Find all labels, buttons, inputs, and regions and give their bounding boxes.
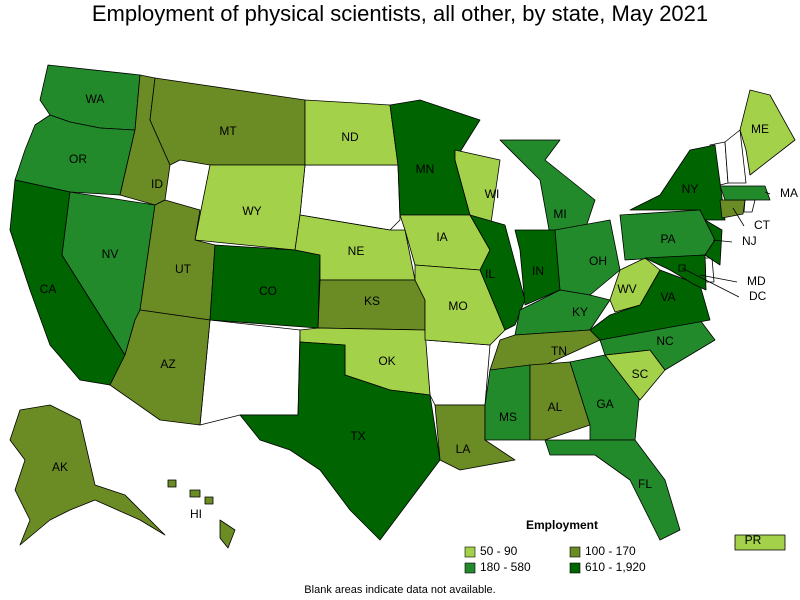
state-shape — [644, 254, 707, 291]
state-shape — [167, 479, 177, 488]
state-shape — [719, 185, 771, 201]
state-label: NV — [102, 247, 119, 261]
state-label: NE — [348, 244, 365, 258]
state-shape — [469, 214, 526, 331]
state-label: SC — [632, 367, 649, 381]
state-label: PR — [745, 533, 762, 547]
state-shape — [204, 496, 214, 505]
state-label: NC — [656, 334, 674, 348]
state-label: IN — [532, 264, 544, 278]
legend-swatch — [464, 562, 476, 574]
state-label: CT — [754, 218, 771, 232]
state-shape — [199, 319, 301, 426]
legend-swatch — [569, 546, 581, 558]
leader-line — [732, 207, 745, 227]
leader-line — [712, 239, 733, 243]
state-label: AK — [52, 460, 68, 474]
state-label: KY — [572, 305, 588, 319]
legend-label: 50 - 90 — [480, 544, 518, 558]
state-label: CO — [259, 284, 277, 298]
state-shape — [529, 361, 591, 441]
state-label: ND — [341, 130, 359, 144]
state-label: FL — [638, 477, 652, 491]
state-shape — [424, 339, 491, 406]
state-label: OR — [69, 152, 87, 166]
state-shape — [734, 534, 786, 551]
state-shape — [629, 144, 726, 221]
state-label: WA — [86, 92, 105, 106]
state-shape — [704, 219, 723, 266]
state-label: VA — [660, 290, 675, 304]
state-shape — [743, 199, 756, 213]
state-shape — [149, 77, 306, 166]
map-title: Employment of physical scientists, all o… — [92, 1, 708, 26]
state-label: MI — [553, 207, 566, 221]
state-shape — [589, 269, 711, 341]
leader-line — [764, 191, 771, 195]
state-label: TN — [551, 344, 567, 358]
leader-line — [681, 267, 740, 298]
state-label: AL — [548, 400, 563, 414]
state-label: MD — [747, 274, 766, 288]
state-shape — [544, 439, 681, 541]
state-label: MA — [780, 186, 798, 200]
state-label: WV — [617, 282, 636, 296]
state-label: MO — [448, 299, 467, 313]
state-label: IL — [485, 267, 495, 281]
state-label: WI — [485, 187, 500, 201]
legend-swatch — [569, 562, 581, 574]
state-shape — [9, 404, 166, 546]
state-shape — [554, 219, 621, 296]
state-shape — [239, 341, 441, 541]
state-label: CA — [40, 282, 57, 296]
state-shape — [484, 364, 531, 441]
state-label: LA — [456, 442, 471, 456]
state-shape — [514, 229, 561, 306]
state-label: DC — [749, 289, 767, 303]
state-label: KS — [364, 294, 380, 308]
state-label: MS — [499, 410, 517, 424]
state-shape — [724, 129, 747, 184]
state-shape — [739, 89, 796, 176]
state-shape — [704, 257, 715, 283]
state-label: UT — [175, 262, 192, 276]
state-label: PA — [660, 232, 675, 246]
state-label: OK — [378, 354, 395, 368]
leader-line — [699, 274, 738, 283]
state-shape — [499, 139, 596, 236]
state-shape — [189, 489, 201, 498]
legend-label: 180 - 580 — [480, 560, 531, 574]
state-shape — [109, 309, 211, 426]
state-label: WY — [242, 204, 261, 218]
state-label: OH — [589, 254, 607, 268]
legend-title: Employment — [526, 518, 598, 532]
state-label: MT — [219, 124, 237, 138]
state-label: ID — [151, 177, 163, 191]
legend-label: 610 - 1,920 — [585, 560, 646, 574]
footnote: Blank areas indicate data not available. — [304, 584, 495, 596]
state-shape — [209, 244, 321, 329]
legend-swatch — [464, 546, 476, 558]
state-label: HI — [190, 507, 202, 521]
state-label: TX — [350, 429, 365, 443]
state-label: MN — [416, 162, 435, 176]
state-label: AZ — [160, 357, 175, 371]
state-label: GA — [596, 397, 613, 411]
state-shape — [609, 257, 661, 313]
legend-label: 100 - 170 — [585, 544, 636, 558]
state-label: IA — [436, 230, 447, 244]
state-shape — [219, 519, 236, 549]
state-shape — [719, 199, 746, 219]
state-label: NY — [682, 182, 699, 196]
state-label: ME — [751, 122, 769, 136]
state-label: NJ — [742, 234, 757, 248]
